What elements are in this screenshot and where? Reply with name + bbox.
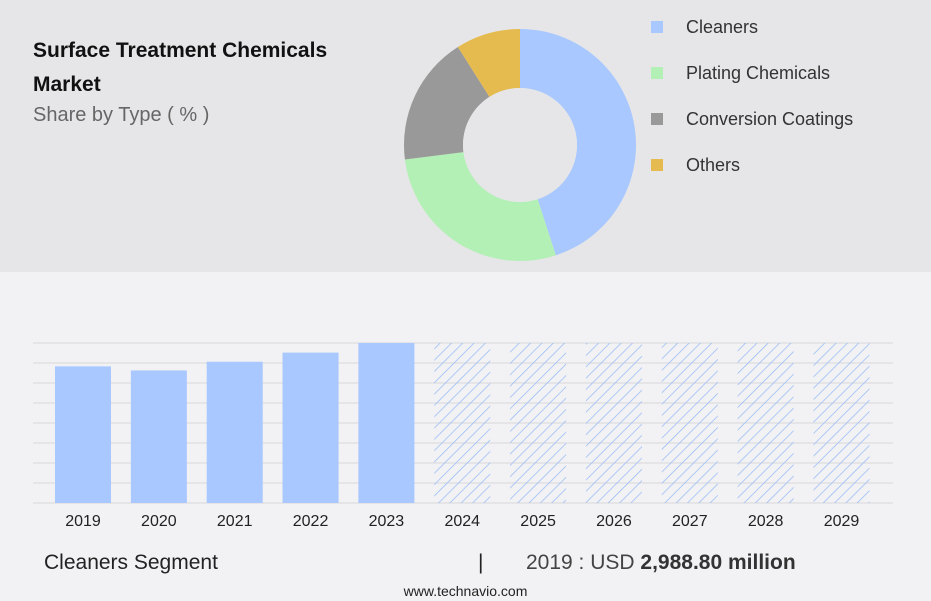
forecast-bar-2026	[585, 343, 642, 503]
donut-slice-plating-chemicals	[404, 152, 556, 261]
legend-item-cleaners: Cleaners	[651, 14, 921, 40]
footer-divider: |	[478, 551, 484, 574]
x-tick-label-2022: 2022	[293, 513, 329, 530]
legend-label-cleaners: Cleaners	[686, 16, 759, 37]
bar-2022	[282, 352, 339, 503]
segment-year-label: 2019 : USD	[526, 551, 635, 574]
x-tick-label-2019: 2019	[65, 513, 101, 530]
x-tick-label-2026: 2026	[596, 513, 632, 530]
legend-label-others: Others	[686, 154, 741, 175]
bar-2023	[358, 343, 415, 503]
legend-swatch-plating-chemicals	[651, 67, 663, 79]
x-tick-label-2023: 2023	[369, 513, 405, 530]
legend-item-conversion-coatings: Conversion Coatings	[651, 106, 921, 132]
x-tick-label-2021: 2021	[217, 513, 253, 530]
bar-2019	[55, 366, 111, 503]
forecast-bar-2028	[737, 343, 794, 503]
legend-swatch-conversion-coatings	[651, 113, 663, 125]
bar-2021	[206, 361, 263, 503]
donut-slice-cleaners	[520, 29, 636, 256]
forecast-bar-2027	[661, 343, 718, 503]
legend-label-conversion-coatings: Conversion Coatings	[686, 108, 854, 129]
x-tick-label-2027: 2027	[672, 513, 708, 530]
forecast-bar-2029	[813, 343, 870, 503]
bar-2020	[130, 370, 187, 503]
x-tick-label-2020: 2020	[141, 513, 177, 530]
forecast-bar-2025	[510, 343, 567, 503]
donut-slice-others	[457, 29, 520, 97]
legend-item-others: Others	[651, 152, 921, 178]
x-tick-label-2025: 2025	[520, 513, 556, 530]
donut-hole	[463, 88, 577, 202]
legend-label-plating-chemicals: Plating Chemicals	[686, 62, 831, 83]
x-tick-label-2024: 2024	[444, 513, 480, 530]
segment-label: Cleaners Segment	[44, 551, 218, 574]
chart-title: Surface Treatment Chemicals Market	[33, 39, 328, 96]
chart-subtitle: Share by Type ( % )	[33, 104, 210, 126]
x-tick-label-2029: 2029	[824, 513, 860, 530]
bar-chart: 2019 2020 2021 2022 2023 2024 2025 2026 2027 2028…	[33, 342, 893, 530]
donut-chart	[404, 29, 636, 261]
forecast-bar-2024	[434, 343, 491, 503]
source-url: www.technavio.com	[403, 583, 528, 599]
donut-slice-conversion-coatings	[404, 47, 490, 160]
legend-swatch-cleaners	[651, 21, 663, 33]
x-tick-label-2028: 2028	[748, 513, 784, 530]
legend-swatch-others	[651, 159, 663, 171]
segment-value: 2019 : USD 2,988.80 million	[526, 551, 796, 575]
legend-item-plating-chemicals: Plating Chemicals	[651, 60, 921, 86]
segment-value-amount: 2,988.80 million	[640, 551, 796, 574]
